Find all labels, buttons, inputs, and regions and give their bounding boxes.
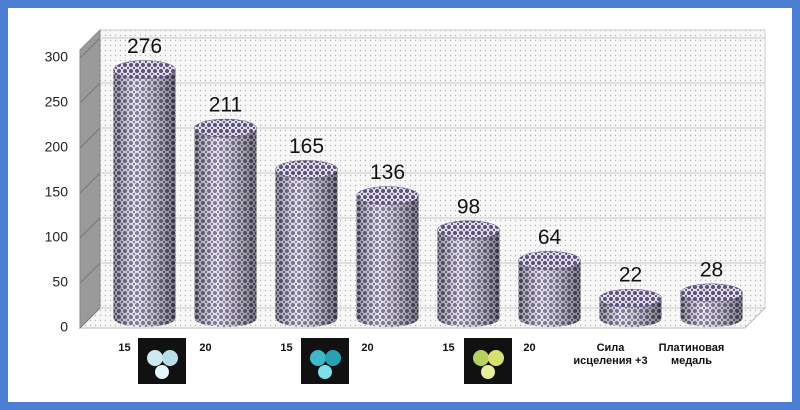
icon-shape [318,365,332,379]
cylinder-shade [437,229,500,328]
value-label: 165 [289,135,324,158]
cylinder [680,283,743,328]
grid-line [79,217,101,239]
value-label: 22 [619,264,642,287]
icon-shape [488,350,504,366]
cylinder-shade [194,128,257,327]
chart: 0 50 100 150 200 250 300 276 211 165 136 98 64 22 28 [45,28,767,384]
icon-shape [473,350,489,366]
cylinder [194,118,257,327]
icon-shape [325,350,341,366]
floor [78,307,767,329]
icons [138,338,512,384]
value-label: 276 [127,35,162,58]
cylinder [599,288,662,328]
y-tick-label: 300 [45,49,69,65]
cylinder-top [275,160,338,179]
grid-line [79,127,101,149]
cylinder-shade [275,169,338,328]
y-tick-label: 150 [45,184,69,200]
x-tick-label: 20 [361,342,374,354]
value-label: 211 [209,94,242,117]
value-label: 136 [370,161,405,184]
cylinder [113,60,176,327]
side-wall [79,28,101,330]
cylinder-top [518,251,581,270]
cylinder [518,251,581,328]
cylinder [437,220,500,328]
grid-line [79,262,101,284]
icon-shape [481,365,495,379]
icon-shape [147,350,163,366]
y-tick-label: 200 [45,139,69,155]
icon-shape [310,350,326,366]
x-tick-label: 15 [280,342,293,354]
cylinder-top [599,288,662,308]
cylinder [356,186,419,328]
cylinder-shade [113,69,176,327]
cylinder-shade [518,260,581,328]
grid-line [79,37,101,59]
x-tick-label: Платиновая медаль [658,342,725,367]
value-label: 64 [538,226,562,249]
cylinder [275,160,338,328]
value-label: 98 [457,195,480,218]
cylinder-top [356,186,419,205]
icon-shape [155,365,169,379]
icon-shape [162,350,178,366]
x-tick-label: 15 [442,342,455,354]
cylinder-top [113,60,176,79]
x-tick-label: 15 [118,342,131,354]
x-tick-label: Сила исцеления +3 [573,342,648,367]
value-label: 28 [700,258,723,281]
cylinder-top [437,220,500,240]
cylinder-top [194,118,257,138]
grid-line [79,172,101,194]
x-tick-label: 20 [199,342,212,354]
y-tick-label: 250 [45,94,69,110]
y-tick-label: 100 [45,229,69,245]
cylinder-shade [680,292,743,328]
x-tick-label: 20 [523,342,536,354]
grid-line [79,307,101,329]
y-tick-label: 0 [60,319,68,335]
grid-line [79,82,101,104]
cylinder-top [680,283,743,303]
y-tick-label: 50 [52,274,68,290]
cylinder-shade [356,195,419,328]
